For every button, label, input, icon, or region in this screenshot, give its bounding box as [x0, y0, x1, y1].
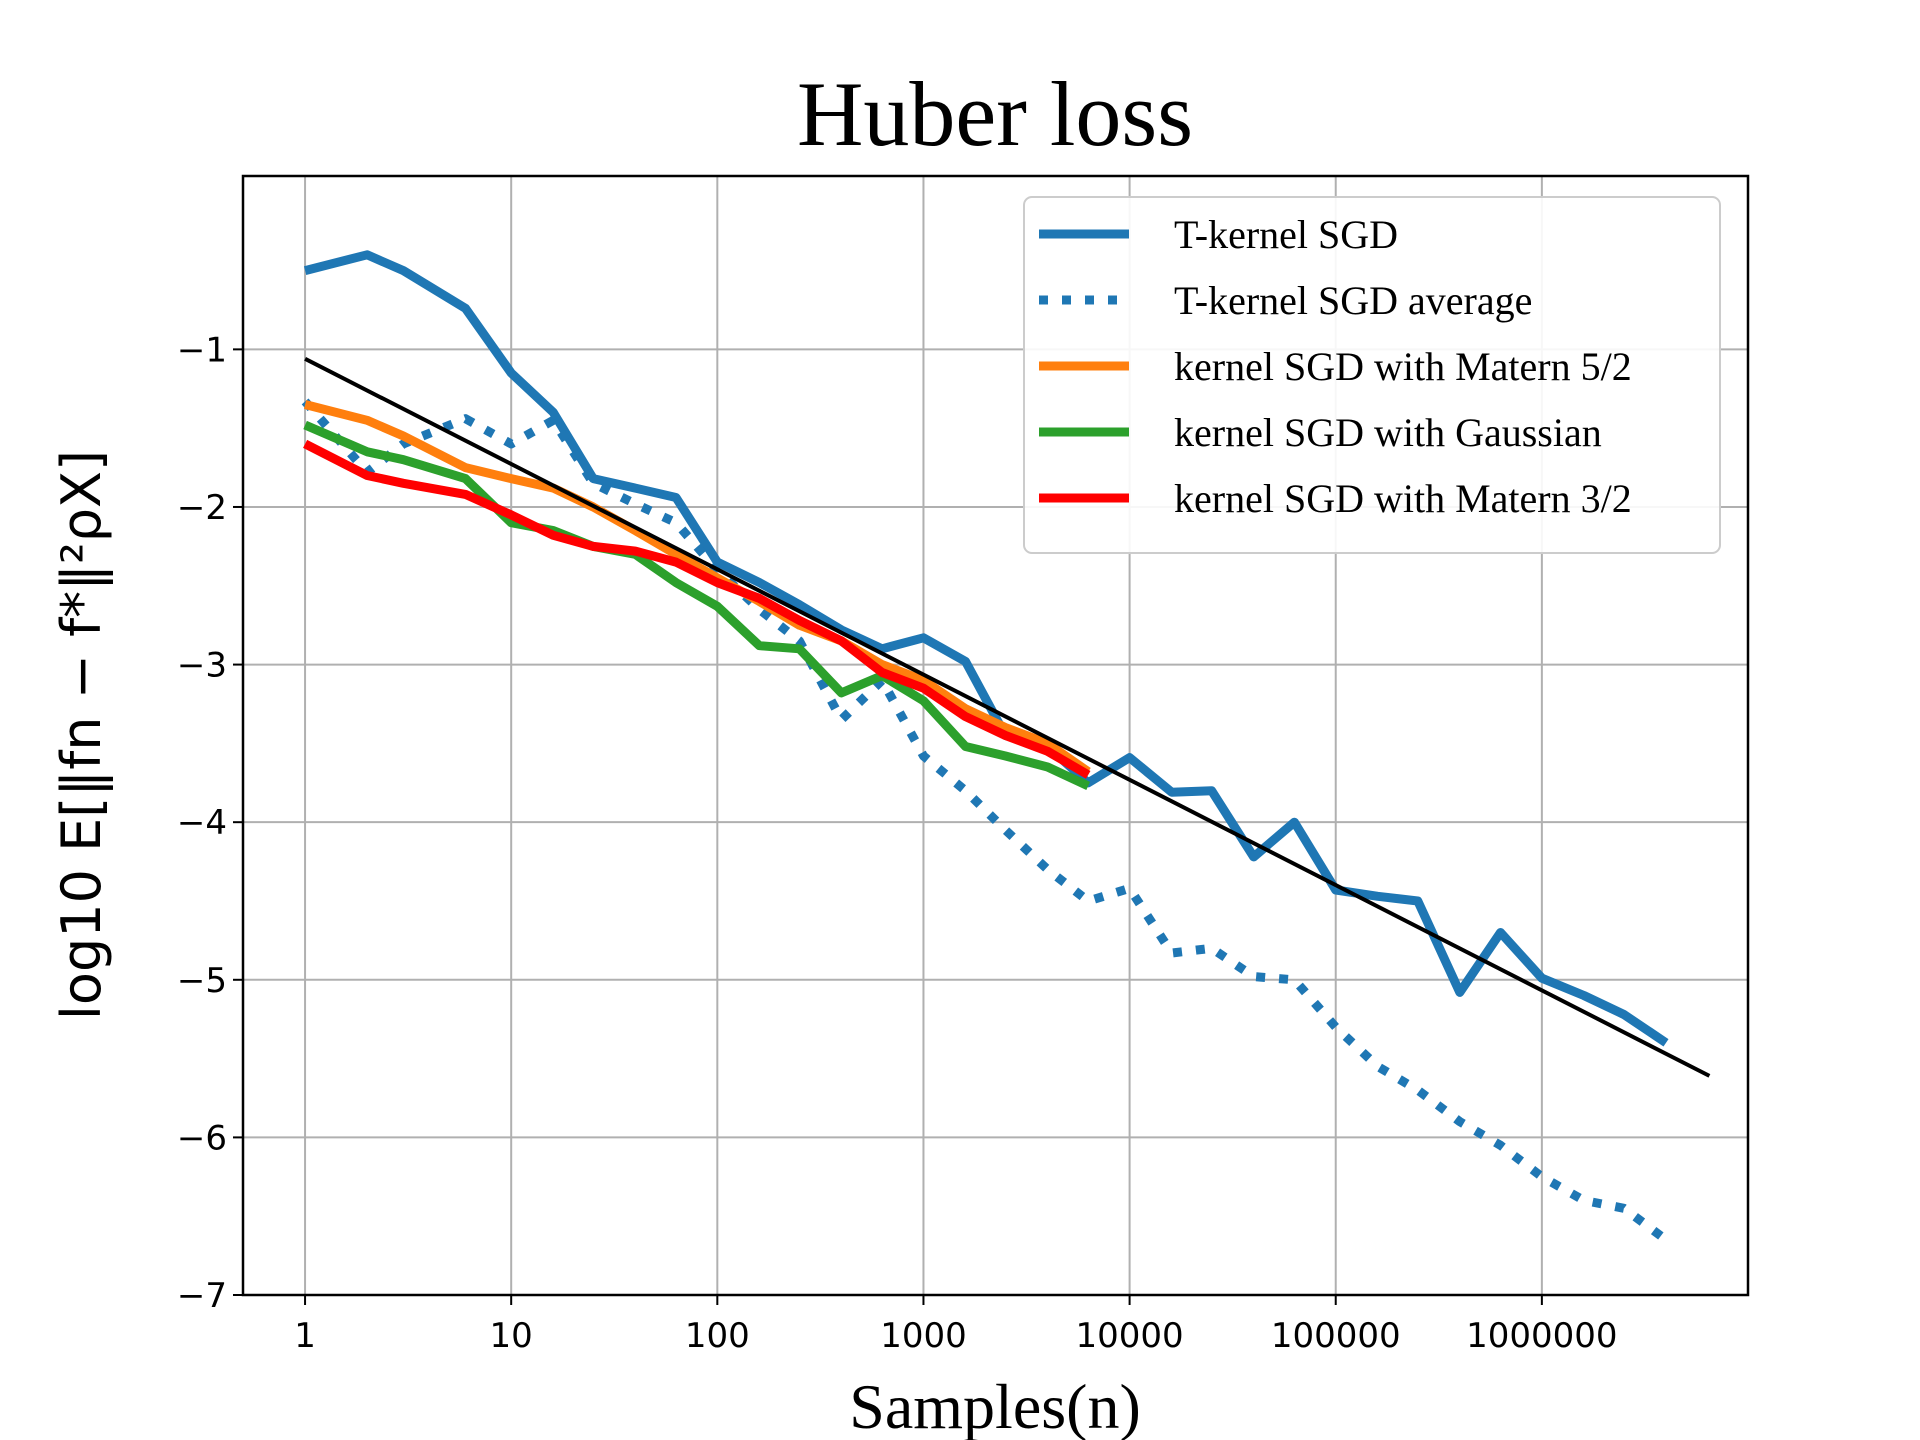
x-tick-label: 10000 [1076, 1316, 1184, 1356]
y-tick-label: −2 [177, 488, 227, 528]
chart-title: Huber loss [797, 63, 1193, 165]
legend-label: kernel SGD with Matern 5/2 [1174, 344, 1632, 389]
y-axis-label: log10 E[‖fn − f*‖²ρX] [50, 450, 113, 1020]
x-tick-label: 1 [294, 1316, 316, 1356]
y-tick-label: −6 [177, 1118, 227, 1158]
x-tick-label: 1000000 [1466, 1316, 1617, 1356]
x-tick-label: 100000 [1271, 1316, 1401, 1356]
plot-frame [241, 174, 1750, 1297]
y-tick-label: −3 [177, 646, 227, 686]
legend-label: kernel SGD with Gaussian [1174, 410, 1602, 455]
x-tick-label: 10 [490, 1316, 533, 1356]
legend-label: T-kernel SGD average [1174, 278, 1532, 323]
x-tick-label: 1000 [880, 1316, 967, 1356]
x-axis-label: Samples(n) [849, 1371, 1141, 1440]
y-tick-label: −7 [177, 1276, 227, 1316]
y-tick-label: −1 [177, 330, 227, 370]
series-line [303, 420, 1091, 790]
y-tick-label: −5 [177, 961, 227, 1001]
legend: T-kernel SGD T-kernel SGD average kernel S… [1023, 196, 1721, 554]
legend-label: T-kernel SGD [1174, 212, 1398, 257]
series-layer [301, 250, 1711, 1244]
y-axis-label-text: log10 E[‖fn − f*‖²ρX] [50, 450, 113, 1020]
legend-label: kernel SGD with Matern 3/2 [1174, 476, 1632, 521]
legend-box [1023, 196, 1721, 554]
trend-line [304, 357, 1711, 1078]
x-tick-label: 100 [685, 1316, 750, 1356]
ticks: 1 10 100 1000 10000 100000 1000000 −1 −2 −3 −4 −5 −6… [177, 330, 1618, 1356]
series-line [303, 439, 1091, 779]
y-tick-label: −4 [177, 803, 227, 843]
